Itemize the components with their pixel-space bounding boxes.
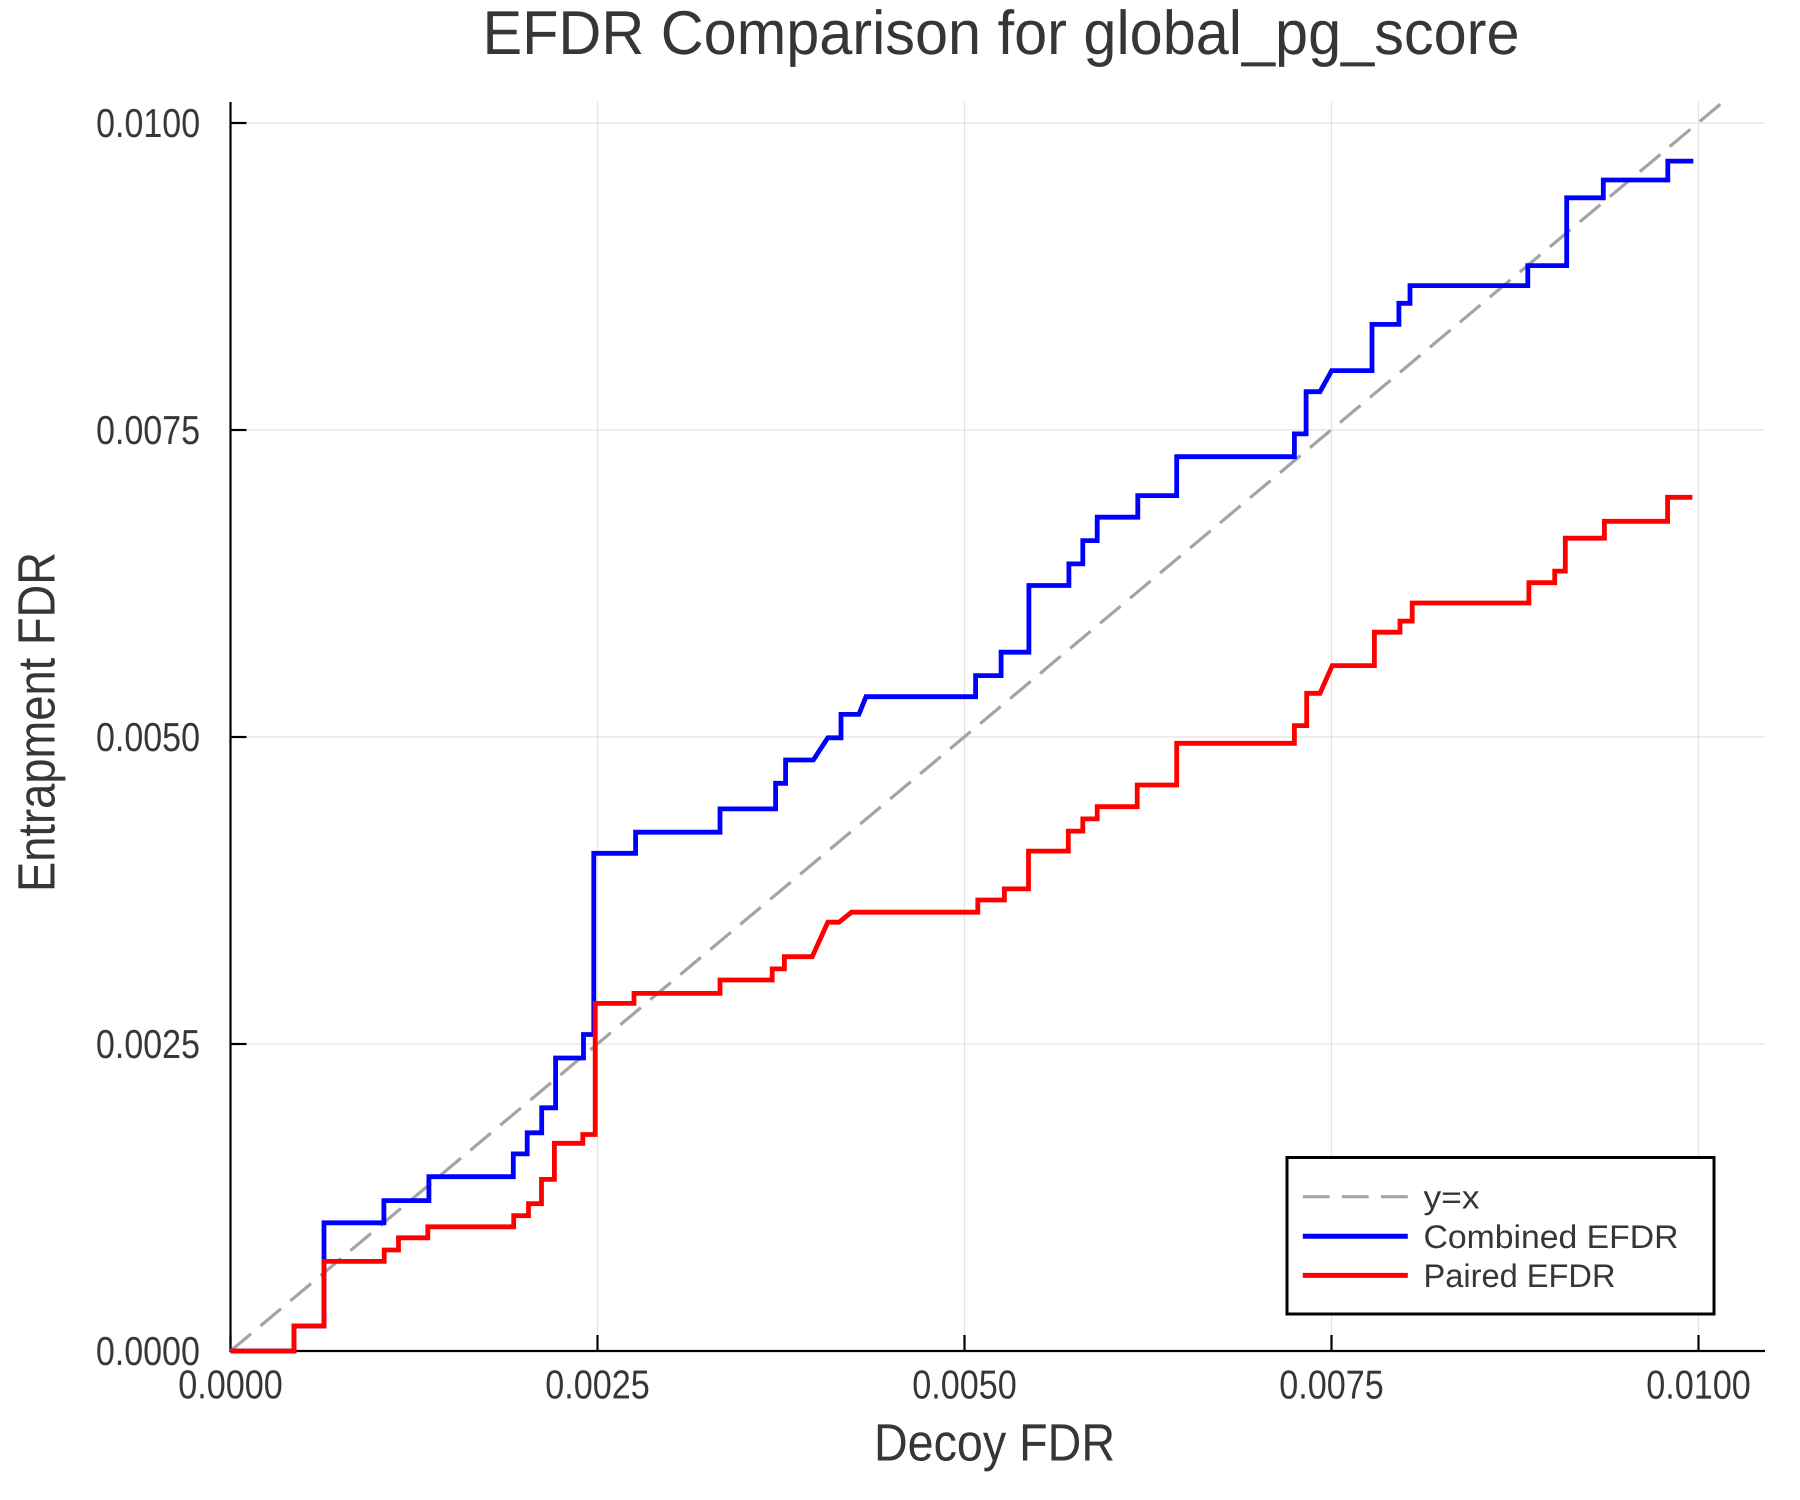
svg-text:y=x: y=x xyxy=(1424,1178,1480,1215)
svg-text:0.0075: 0.0075 xyxy=(1279,1362,1384,1408)
svg-text:Paired EFDR: Paired EFDR xyxy=(1424,1257,1616,1294)
svg-text:0.0100: 0.0100 xyxy=(1646,1362,1751,1408)
svg-text:EFDR Comparison for global_pg_: EFDR Comparison for global_pg_score xyxy=(483,0,1520,68)
svg-text:0.0100: 0.0100 xyxy=(96,100,200,146)
svg-text:0.0025: 0.0025 xyxy=(96,1021,200,1067)
svg-text:0.0025: 0.0025 xyxy=(545,1361,650,1407)
svg-text:0.0050: 0.0050 xyxy=(912,1361,1017,1407)
svg-text:0.0050: 0.0050 xyxy=(96,714,200,760)
svg-text:Entrapment FDR: Entrapment FDR xyxy=(8,552,67,892)
svg-text:0.0000: 0.0000 xyxy=(178,1361,283,1407)
svg-text:0.0000: 0.0000 xyxy=(96,1328,200,1374)
svg-text:Combined EFDR: Combined EFDR xyxy=(1424,1218,1679,1255)
svg-text:0.0075: 0.0075 xyxy=(96,407,200,453)
svg-text:Decoy FDR: Decoy FDR xyxy=(874,1414,1115,1473)
